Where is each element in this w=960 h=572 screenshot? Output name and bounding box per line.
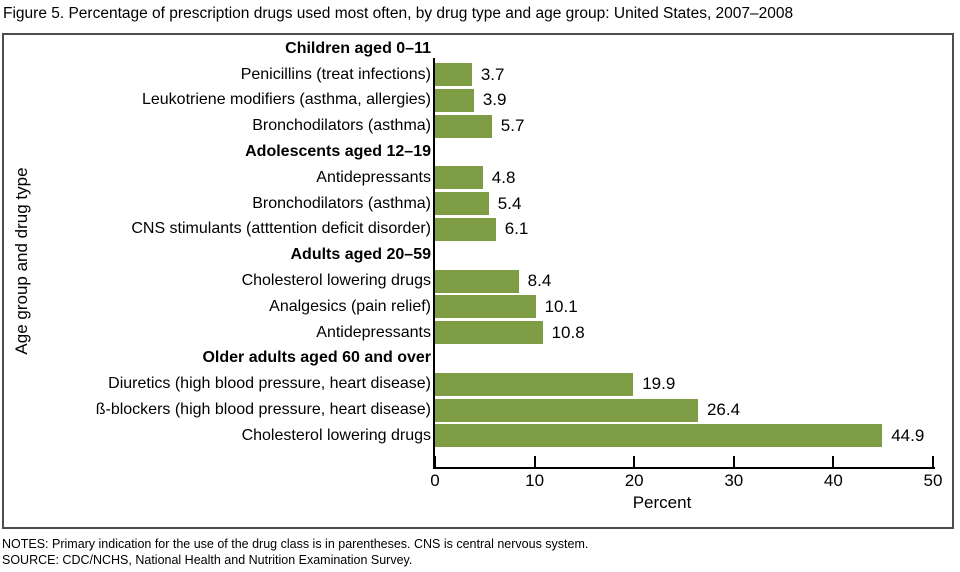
bar-row: Bronchodilators (asthma) 5.4	[4, 191, 952, 217]
bar-value-label: 26.4	[706, 400, 741, 420]
bar	[435, 63, 472, 87]
group-header-label: Adolescents aged 12–19	[245, 143, 431, 161]
bar-track: 10.8	[435, 321, 585, 345]
notes-line: NOTES: Primary indication for the use of…	[2, 537, 589, 551]
bar-track: 5.4	[435, 192, 522, 216]
bar-row: Bronchodilators (asthma) 5.7	[4, 113, 952, 139]
x-axis-tick	[732, 456, 735, 467]
bar	[435, 166, 483, 190]
bar-row: Diuretics (high blood pressure, heart di…	[4, 371, 952, 397]
bar-label: Antidepressants	[316, 168, 431, 186]
bar-value-label: 19.9	[642, 374, 676, 394]
bar	[435, 114, 492, 138]
figure-title: Figure 5. Percentage of prescription dru…	[3, 5, 794, 22]
bar-row: Analgesics (pain relief) 10.1	[4, 294, 952, 320]
bar-track: 6.1	[435, 217, 529, 241]
bar-value-label: 6.1	[504, 219, 529, 239]
group-header-label: Older adults aged 60 and over	[202, 349, 431, 367]
bar-value-label: 10.8	[551, 322, 585, 342]
bar-row: CNS stimulants (atttention deficit disor…	[4, 217, 952, 243]
x-axis-tick-label: 30	[724, 471, 744, 490]
bar-value-label: 5.4	[497, 193, 522, 213]
x-axis-tick	[832, 456, 835, 467]
bar-label: Leukotriene modifiers (asthma, allergies…	[141, 91, 431, 109]
x-axis-tick-label: 50	[923, 471, 943, 490]
bar-label: Cholesterol lowering drugs	[241, 426, 431, 444]
bar-label: Analgesics (pain relief)	[269, 297, 431, 315]
bar	[435, 424, 883, 448]
bar	[435, 398, 698, 422]
bar-track: 3.9	[435, 88, 507, 112]
y-axis-line	[433, 58, 435, 469]
bar-row: ß-blockers (high blood pressure, heart d…	[4, 397, 952, 423]
bar	[435, 192, 489, 216]
bar-row: Leukotriene modifiers (asthma, allergies…	[4, 88, 952, 114]
bar-value-label: 10.1	[544, 296, 578, 316]
bar-row: Antidepressants 10.8	[4, 320, 952, 346]
bar-track: 19.9	[435, 372, 676, 396]
bar	[435, 321, 543, 345]
x-axis-line	[433, 467, 935, 469]
bar-label: Bronchodilators (asthma)	[252, 194, 431, 212]
bar	[435, 269, 519, 293]
x-axis-title: Percent	[632, 493, 692, 512]
bar-row: Cholesterol lowering drugs 8.4	[4, 268, 952, 294]
bar-value-label: 3.7	[480, 64, 505, 84]
bar-label: ß-blockers (high blood pressure, heart d…	[95, 401, 431, 419]
bar-label: Cholesterol lowering drugs	[241, 272, 431, 290]
group-header-label: Children aged 0–11	[285, 39, 431, 57]
x-axis-tick	[434, 456, 436, 467]
group-header-row: Adolescents aged 12–19	[4, 139, 952, 165]
bar-row: Penicillins (treat infections) 3.7	[4, 62, 952, 88]
bar-row: Antidepressants 4.8	[4, 165, 952, 191]
x-axis-tick	[932, 456, 934, 467]
bar-track: 3.7	[435, 63, 505, 87]
bar-row: Cholesterol lowering drugs 44.9	[4, 423, 952, 449]
x-axis-tick	[533, 456, 536, 467]
bar-label: Diuretics (high blood pressure, heart di…	[108, 375, 431, 393]
group-header-row: Children aged 0–11	[4, 36, 952, 62]
bar-label: Bronchodilators (asthma)	[252, 117, 431, 135]
bar-rows: Children aged 0–11 Penicillins (treat inf…	[4, 36, 952, 449]
x-axis-tick-label: 0	[430, 471, 440, 490]
bar-track: 26.4	[435, 398, 741, 422]
bar-value-label: 8.4	[527, 271, 552, 291]
bar-track: 44.9	[435, 424, 925, 448]
bar-label: Penicillins (treat infections)	[240, 65, 431, 83]
chart-box: Age group and drug type Children aged 0–…	[2, 33, 954, 529]
x-axis-tick	[633, 456, 636, 467]
bar	[435, 217, 496, 241]
bar-value-label: 4.8	[491, 167, 516, 187]
bar-label: CNS stimulants (atttention deficit disor…	[131, 220, 431, 238]
bar	[435, 372, 634, 396]
source-line: SOURCE: CDC/NCHS, National Health and Nu…	[2, 553, 413, 567]
group-header-row: Adults aged 20–59	[4, 242, 952, 268]
bar-track: 8.4	[435, 269, 552, 293]
bar-label: Antidepressants	[316, 323, 431, 341]
x-axis-tick-label: 40	[823, 471, 843, 490]
bar-track: 10.1	[435, 295, 578, 319]
bar-track: 4.8	[435, 166, 516, 190]
x-axis-tick-label: 20	[624, 471, 644, 490]
x-axis-tick-label: 10	[525, 471, 545, 490]
bar	[435, 88, 474, 112]
bar-value-label: 44.9	[891, 425, 925, 445]
bar	[435, 295, 536, 319]
bar-track: 5.7	[435, 114, 525, 138]
group-header-row: Older adults aged 60 and over	[4, 346, 952, 372]
group-header-label: Adults aged 20–59	[290, 246, 432, 264]
bar-value-label: 3.9	[482, 90, 507, 110]
bar-value-label: 5.7	[500, 116, 525, 136]
